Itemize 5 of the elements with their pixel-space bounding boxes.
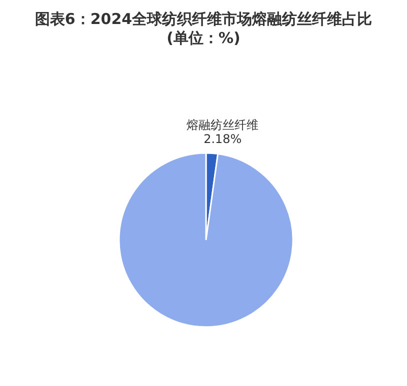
chart-title: 图表6：2024全球纺织纤维市场熔融纺丝纤维占比 <box>34 10 372 28</box>
chart-subtitle: (单位：%) <box>166 29 240 47</box>
slice-label: 熔融纺丝纤维 <box>186 118 259 132</box>
data-label: 2.18% <box>204 132 242 146</box>
pie-slice <box>118 152 294 328</box>
